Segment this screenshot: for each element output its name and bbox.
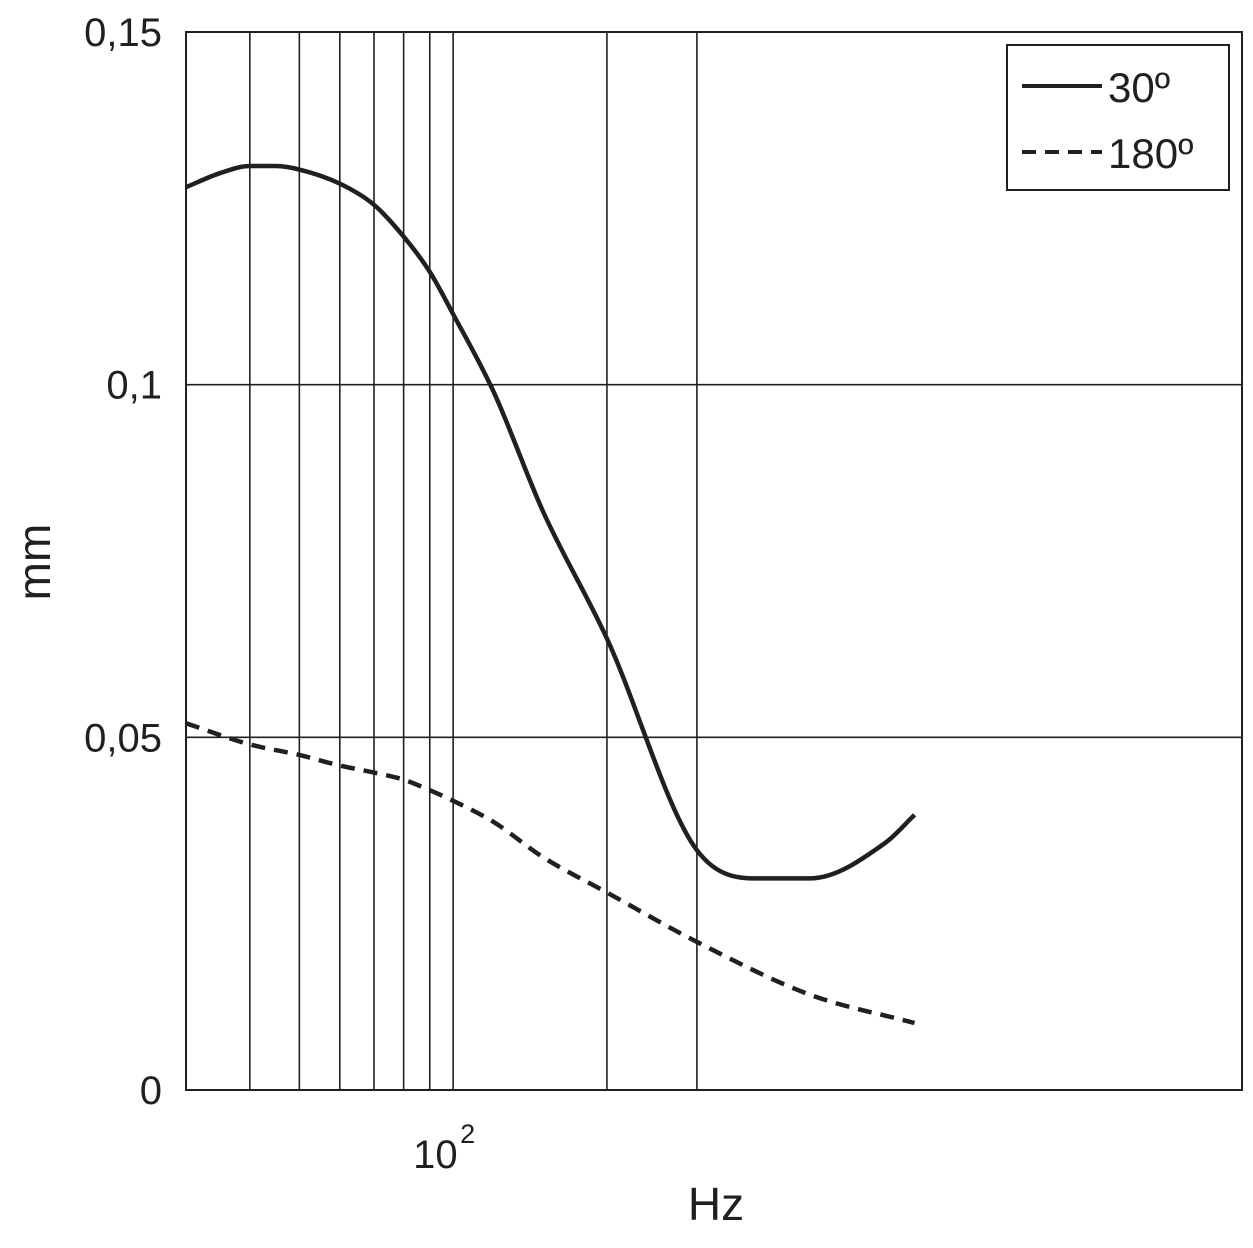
x-tick-label: 10 2 bbox=[413, 1119, 475, 1177]
x-axis-tick-labels: 10 2 bbox=[413, 1119, 475, 1177]
legend: 30º 180º bbox=[1006, 44, 1230, 191]
y-tick-label: 0,1 bbox=[106, 364, 162, 408]
series-line-180 bbox=[185, 721, 916, 1026]
x-axis-label: Hz bbox=[688, 1178, 744, 1230]
y-tick-label: 0,15 bbox=[84, 11, 162, 55]
y-axis-label: mm bbox=[8, 524, 60, 601]
y-tick-label: 0 bbox=[140, 1069, 162, 1113]
x-tick-label-exponent: 2 bbox=[460, 1119, 475, 1149]
legend-box bbox=[1006, 44, 1230, 191]
series-lines bbox=[185, 163, 917, 1026]
y-axis-tick-labels: 0 0,05 0,1 0,15 bbox=[84, 11, 162, 1113]
series-line-30 bbox=[185, 163, 917, 881]
grid-lines bbox=[186, 32, 1242, 1090]
x-tick-label-base: 10 bbox=[413, 1133, 458, 1177]
plot-area-frame bbox=[185, 31, 1243, 1091]
y-tick-label: 0,05 bbox=[84, 716, 162, 760]
legend-label-30: 30º bbox=[1108, 64, 1170, 111]
legend-label-180: 180º bbox=[1108, 130, 1193, 177]
